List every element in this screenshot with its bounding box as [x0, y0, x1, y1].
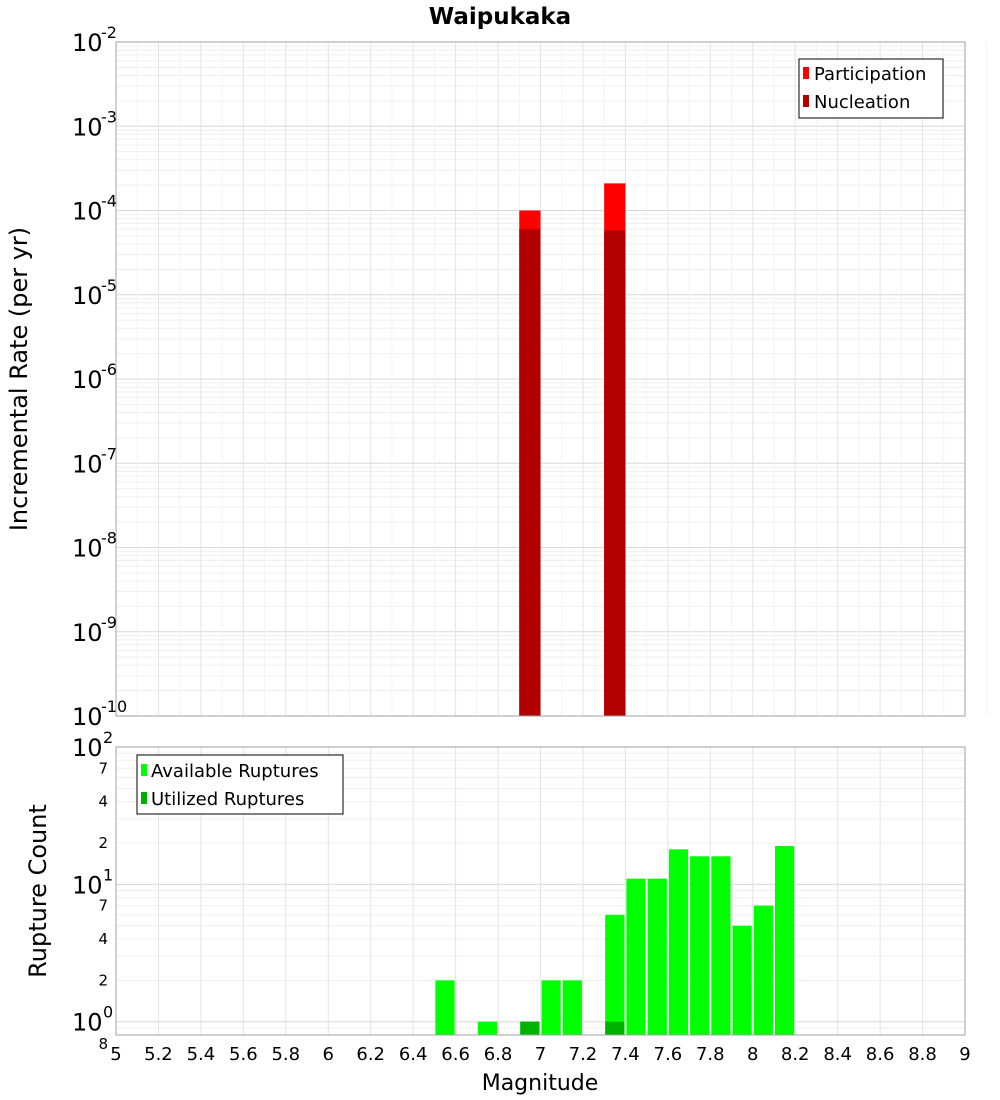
x-tick-label: 5.8: [271, 1044, 300, 1065]
x-tick-label: 8.2: [781, 1044, 810, 1065]
x-tick-label: 6: [323, 1044, 334, 1065]
rate-y-tick-label: 10: [72, 198, 103, 226]
count-y-minor-tick-label: 4: [98, 793, 108, 811]
count-y-minor-tick-label: 4: [98, 930, 108, 948]
count-plot-y-label: Rupture Count: [24, 804, 52, 978]
available-ruptures-bar: [605, 914, 625, 1035]
nucleation-bar: [604, 230, 626, 716]
x-tick-label: 7.6: [654, 1044, 683, 1065]
rate-y-tick-exponent: -2: [101, 23, 117, 42]
rate-y-tick-exponent: -10: [101, 697, 127, 716]
rate-y-tick-exponent: -5: [101, 276, 117, 295]
count-y-tick-exponent: 2: [103, 728, 113, 747]
x-tick-label: 5.6: [229, 1044, 258, 1065]
rate-y-tick-exponent: -8: [101, 529, 117, 548]
participation-legend-label: Participation: [814, 64, 926, 85]
count-y-tick-exponent: 1: [103, 865, 113, 884]
available-ruptures-bar: [477, 1021, 498, 1035]
rate-y-tick-label: 10: [72, 282, 103, 310]
x-tick-label: 5: [110, 1044, 121, 1065]
count-legend: Available Ruptures Utilized Ruptures: [136, 754, 344, 815]
utilized-legend-swatch: [141, 792, 147, 804]
rate-plot-y-label: Incremental Rate (per yr): [5, 227, 33, 531]
available-ruptures-bar: [541, 980, 561, 1035]
x-tick-label: 6.6: [441, 1044, 470, 1065]
chart-title: Waipukaka: [429, 4, 571, 30]
x-tick-label: 6.8: [484, 1044, 513, 1065]
rate-y-tick-label: 10: [72, 113, 103, 141]
count-y-tick-label: 10: [72, 871, 103, 899]
available-ruptures-bar: [690, 856, 710, 1035]
rate-y-tick-label: 10: [72, 366, 103, 394]
count-y-minor-tick-label: 7: [98, 759, 108, 777]
available-ruptures-bar: [626, 878, 646, 1035]
rate-plot-bars: [519, 183, 626, 717]
x-tick-label: 8: [747, 1044, 758, 1065]
rate-y-tick-label: 10: [72, 619, 103, 647]
nucleation-bar: [519, 229, 541, 717]
count-plot-bars: [435, 846, 795, 1035]
x-tick-label: 8.4: [823, 1044, 852, 1065]
utilized-ruptures-bar: [520, 1021, 540, 1035]
available-ruptures-bar: [647, 878, 667, 1035]
count-legend-box: [136, 754, 344, 815]
count-y-minor-tick-label: 2: [98, 834, 108, 852]
participation-legend-swatch: [803, 67, 809, 79]
available-legend-label: Available Ruptures: [151, 761, 319, 782]
rate-y-tick-label: 10: [72, 535, 103, 563]
count-y-tick-label: 10: [72, 734, 103, 762]
rate-legend-box: [798, 58, 944, 119]
count-y-minor-tick-label: 2: [98, 971, 108, 989]
utilized-ruptures-bar: [605, 1021, 625, 1035]
utilized-legend-label: Utilized Ruptures: [151, 789, 304, 810]
rate-legend: Participation Nucleation: [798, 58, 944, 119]
available-ruptures-bar: [668, 849, 689, 1035]
available-ruptures-bar: [753, 905, 773, 1035]
x-tick-label: 7.4: [611, 1044, 640, 1065]
available-ruptures-bar: [732, 925, 752, 1035]
available-ruptures-bar: [711, 856, 731, 1035]
count-plot-frame: [115, 746, 966, 1036]
rate-y-tick-label: 10: [72, 703, 103, 731]
count-y-minor-tick-label: 8: [98, 1035, 108, 1053]
x-tick-label: 5.4: [187, 1044, 216, 1065]
available-ruptures-bar: [774, 846, 795, 1035]
count-plot-x-ticks: 5 5.2 5.4 5.6 5.8 6 6.2 6.4 6.6 6.8 7 7.2 7.4 7.6 7.8 8…: [110, 1044, 970, 1065]
rate-y-tick-exponent: -4: [101, 192, 117, 211]
available-ruptures-bar: [435, 980, 455, 1035]
rate-y-tick-exponent: -7: [101, 444, 117, 463]
x-tick-label: 7.2: [569, 1044, 598, 1065]
count-y-tick-label: 10: [72, 1009, 103, 1037]
count-y-tick-exponent: 0: [103, 1003, 113, 1022]
x-tick-label: 7.8: [696, 1044, 725, 1065]
nucleation-legend-swatch: [803, 95, 809, 107]
rate-plot-frame: [115, 41, 966, 717]
x-tick-label: 8.8: [908, 1044, 937, 1065]
x-tick-label: 5.2: [144, 1044, 173, 1065]
x-tick-label: 8.6: [866, 1044, 895, 1065]
rate-y-tick-exponent: -6: [101, 360, 117, 379]
rate-y-tick-exponent: -9: [101, 613, 117, 632]
rate-y-tick-exponent: -3: [101, 107, 117, 126]
nucleation-legend-label: Nucleation: [814, 92, 910, 113]
available-legend-swatch: [141, 764, 147, 776]
rate-y-tick-label: 10: [72, 450, 103, 478]
rate-y-tick-label: 10: [72, 29, 103, 57]
x-tick-label: 6.2: [356, 1044, 385, 1065]
x-tick-label: 6.4: [399, 1044, 428, 1065]
x-tick-label: 9: [959, 1044, 970, 1065]
x-tick-label: 7: [535, 1044, 546, 1065]
count-plot-x-label: Magnitude: [482, 1071, 599, 1096]
count-y-minor-tick-label: 7: [98, 897, 108, 915]
available-ruptures-bar: [562, 980, 582, 1035]
